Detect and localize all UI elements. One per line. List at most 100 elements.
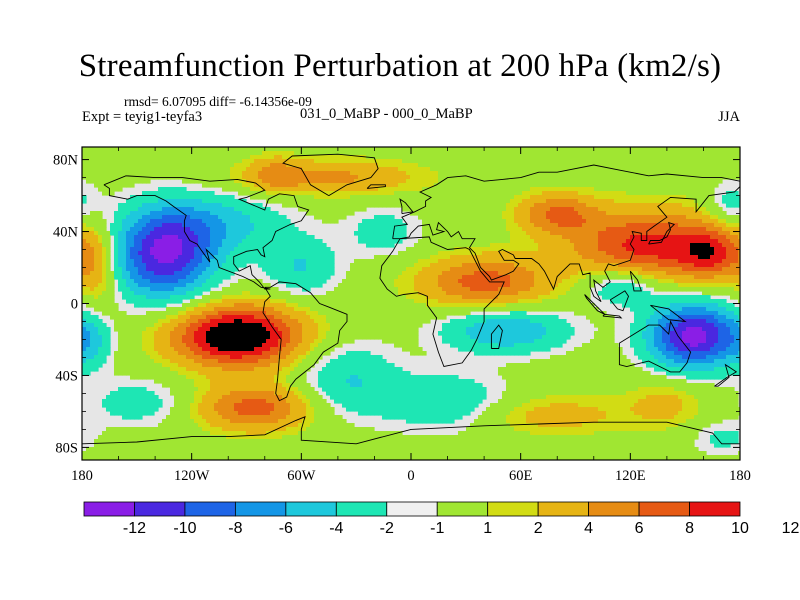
contour-cell [154, 215, 159, 220]
contour-cell [534, 259, 539, 264]
contour-cell [538, 271, 543, 276]
contour-cell [90, 247, 95, 252]
contour-cell [166, 211, 171, 216]
contour-cell [158, 171, 163, 176]
contour-cell [106, 159, 111, 164]
contour-cell [250, 163, 255, 168]
contour-cell [458, 259, 463, 264]
contour-cell [538, 147, 543, 152]
contour-cell [274, 219, 279, 224]
contour-cell [466, 167, 471, 172]
contour-cell [734, 151, 739, 156]
contour-cell [258, 159, 263, 164]
contour-cell [166, 151, 171, 156]
contour-cell [274, 211, 279, 216]
contour-cell [690, 171, 695, 176]
contour-cell [438, 271, 443, 276]
contour-cell [574, 151, 579, 156]
contour-cell [702, 171, 707, 176]
contour-cell [562, 199, 567, 204]
contour-cell [218, 231, 223, 236]
contour-cell [642, 219, 647, 224]
contour-cell [526, 211, 531, 216]
contour-cell [718, 227, 723, 232]
contour-cell [238, 223, 243, 228]
contour-cell [614, 271, 619, 276]
contour-cell [586, 167, 591, 172]
contour-cell [418, 151, 423, 156]
contour-cell [602, 251, 607, 256]
contour-cell [370, 167, 375, 172]
contour-cell [550, 187, 555, 192]
contour-cell [410, 255, 415, 260]
contour-cell [406, 187, 411, 192]
contour-cell [238, 207, 243, 212]
contour-cell [166, 191, 171, 196]
contour-cell [230, 227, 235, 232]
contour-cell [506, 207, 511, 212]
contour-cell [222, 239, 227, 244]
contour-cell [230, 183, 235, 188]
contour-cell [386, 271, 391, 276]
contour-cell [242, 187, 247, 192]
contour-cell [342, 211, 347, 216]
contour-cell [694, 275, 699, 280]
contour-cell [518, 207, 523, 212]
contour-cell [422, 151, 427, 156]
contour-cell [154, 251, 159, 256]
contour-cell [406, 255, 411, 260]
contour-cell [134, 159, 139, 164]
contour-cell [314, 183, 319, 188]
contour-cell [446, 275, 451, 280]
contour-cell [678, 159, 683, 164]
contour-cell [370, 199, 375, 204]
contour-cell [366, 167, 371, 172]
contour-cell [482, 203, 487, 208]
contour-cell [358, 199, 363, 204]
contour-cell [486, 183, 491, 188]
contour-cell [278, 255, 283, 260]
contour-cell [126, 255, 131, 260]
contour-cell [562, 275, 567, 280]
contour-cell [194, 219, 199, 224]
contour-cell [626, 183, 631, 188]
contour-cell [402, 203, 407, 208]
contour-cell [322, 179, 327, 184]
contour-cell [578, 247, 583, 252]
contour-cell [438, 171, 443, 176]
contour-cell [442, 167, 447, 172]
contour-cell [534, 263, 539, 268]
contour-cell [162, 267, 167, 272]
contour-cell [190, 223, 195, 228]
contour-cell [566, 155, 571, 160]
contour-cell [586, 179, 591, 184]
contour-cell [530, 223, 535, 228]
contour-cell [434, 219, 439, 224]
contour-cell [246, 203, 251, 208]
contour-cell [166, 167, 171, 172]
contour-cell [330, 219, 335, 224]
contour-cell [446, 259, 451, 264]
contour-cell [490, 211, 495, 216]
contour-cell [698, 211, 703, 216]
contour-cell [626, 163, 631, 168]
contour-cell [490, 159, 495, 164]
contour-cell [222, 243, 227, 248]
contour-cell [706, 191, 711, 196]
contour-cell [482, 219, 487, 224]
contour-cell [706, 251, 711, 256]
contour-cell [506, 199, 511, 204]
contour-cell [670, 219, 675, 224]
contour-cell [606, 211, 611, 216]
contour-cell [222, 187, 227, 192]
contour-cell [186, 155, 191, 160]
contour-cell [506, 259, 511, 264]
contour-cell [402, 263, 407, 268]
contour-cell [222, 223, 227, 228]
contour-cell [346, 163, 351, 168]
contour-cell [158, 239, 163, 244]
contour-cell [582, 203, 587, 208]
contour-cell [394, 183, 399, 188]
contour-cell [538, 251, 543, 256]
contour-cell [350, 199, 355, 204]
